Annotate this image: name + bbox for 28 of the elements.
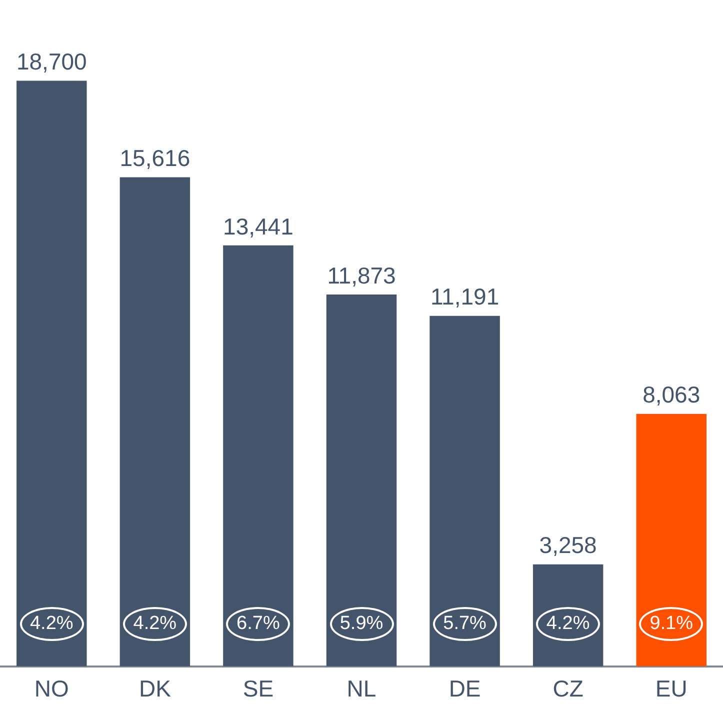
annotation: 4.2% [20, 607, 84, 642]
x-tick-label: EU [655, 676, 688, 702]
data-label: 13,441 [223, 213, 294, 240]
x-tick-label: DK [138, 676, 172, 702]
bar [16, 80, 87, 666]
bar [120, 177, 190, 666]
data-label: 11,191 [430, 284, 500, 310]
data-label: 18,700 [16, 48, 87, 75]
bar [326, 294, 397, 666]
bar [636, 414, 706, 666]
annotation: 5.9% [330, 607, 394, 642]
x-tick-label: NO [34, 676, 69, 702]
data-label: 8,063 [642, 382, 700, 408]
bar [223, 245, 294, 666]
annotation: 6.7% [226, 607, 290, 642]
bar [532, 564, 604, 666]
data-label: 3,258 [539, 532, 597, 558]
annotation: 4.2% [536, 607, 600, 642]
x-tick-label: NL [346, 676, 376, 702]
bar [430, 316, 500, 666]
x-tick-label: SE [242, 676, 274, 702]
annotation: 4.2% [122, 607, 187, 642]
annotation: 5.7% [432, 607, 497, 642]
data-label: 11,873 [327, 262, 396, 288]
x-tick-label: DE [448, 676, 481, 702]
annotation: 9.1% [639, 607, 704, 642]
x-tick-label: CZ [552, 676, 584, 702]
data-label: 15,616 [120, 145, 190, 172]
